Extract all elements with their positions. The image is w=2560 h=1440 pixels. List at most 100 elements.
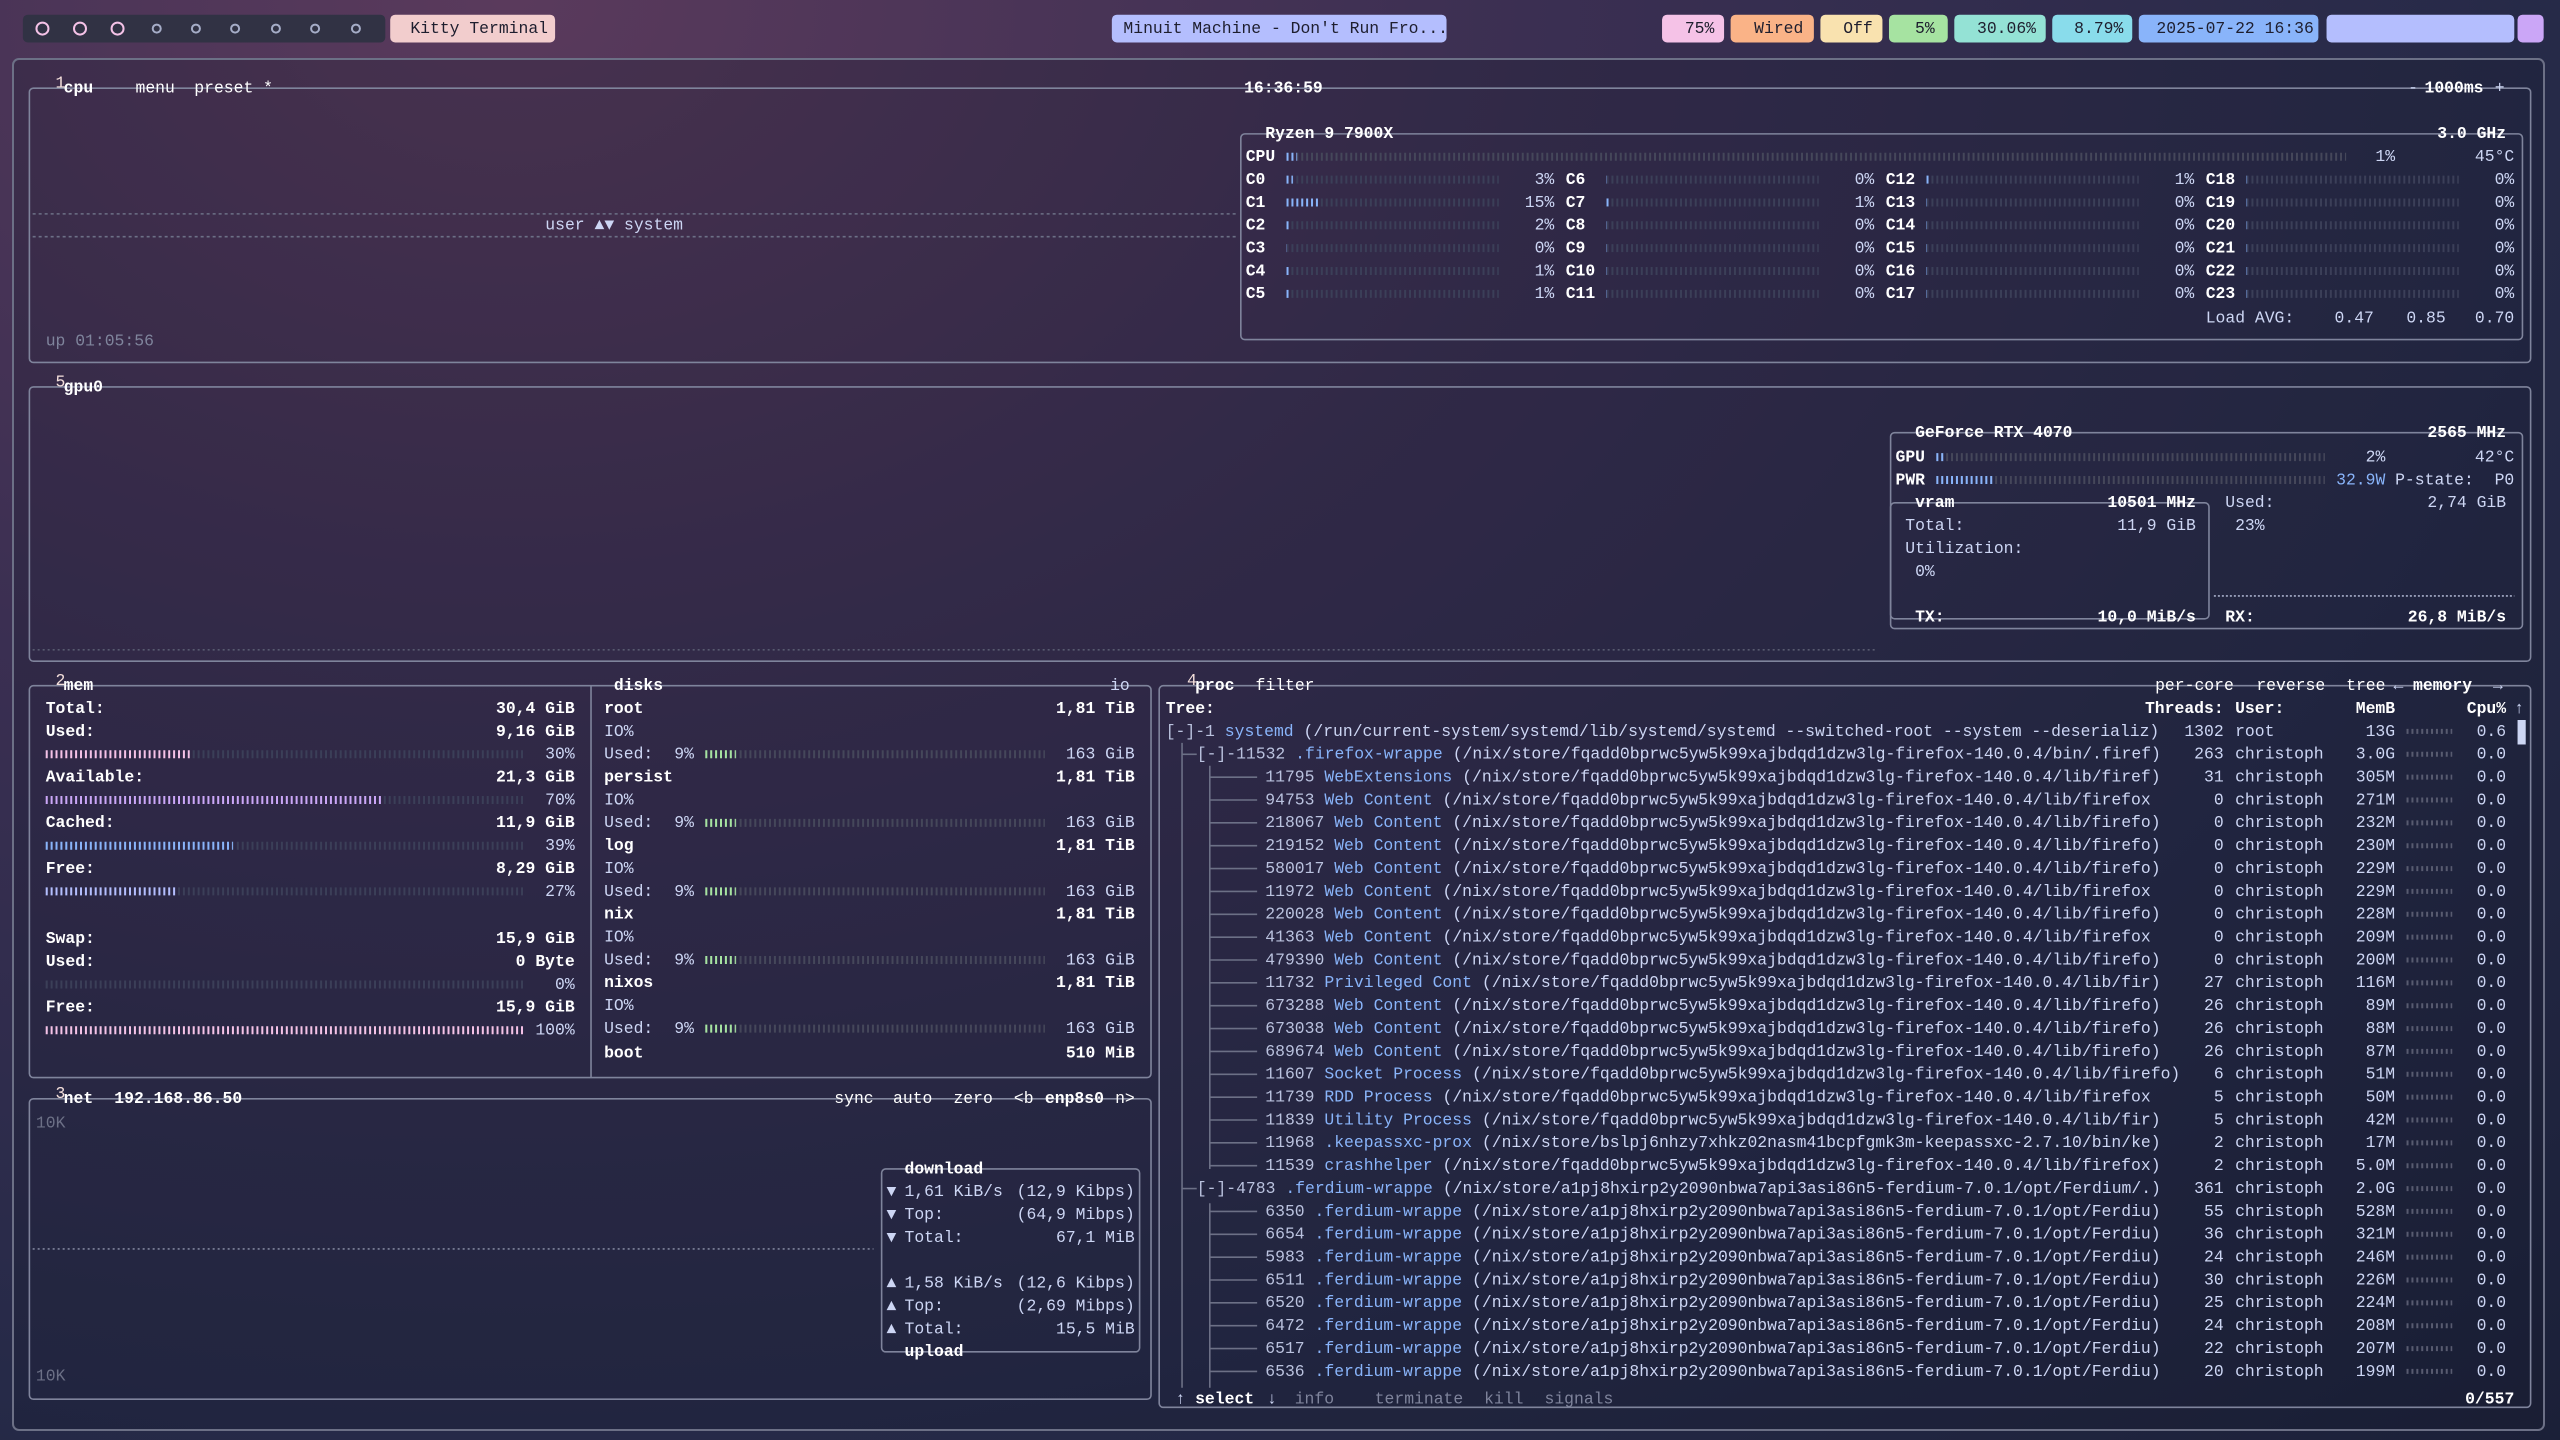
- proc-option[interactable]: reverse: [2256, 676, 2325, 695]
- process-name[interactable]: .ferdium-wrappe: [1315, 1316, 1463, 1335]
- workspace-dot[interactable]: [270, 23, 281, 34]
- process-name[interactable]: Socket Process: [1324, 1065, 1462, 1084]
- workspace-dot[interactable]: [73, 21, 87, 36]
- process-name[interactable]: .ferdium-wrappe: [1315, 1339, 1463, 1358]
- process-name[interactable]: Privileged Cont: [1324, 973, 1472, 992]
- net-button[interactable]: enp8s0: [1045, 1089, 1104, 1108]
- process-name[interactable]: Web Content: [1334, 1019, 1442, 1038]
- topbar-pill[interactable]: [2052, 14, 2133, 43]
- topbar-text[interactable]: 30.06%: [1977, 19, 2036, 38]
- workspace-dot[interactable]: [310, 23, 321, 34]
- kill-button[interactable]: kill: [1484, 1390, 1523, 1409]
- topbar-text[interactable]: Minuit Machine - Don't Run Fro...: [1123, 19, 1448, 38]
- pid[interactable]: [-]-1: [1166, 722, 1215, 741]
- topbar-text[interactable]: Kitty Terminal: [410, 19, 548, 38]
- process-name[interactable]: Web Content: [1334, 905, 1442, 924]
- process-name[interactable]: Web Content: [1334, 996, 1442, 1015]
- net-button[interactable]: auto: [893, 1089, 932, 1108]
- pid[interactable]: 673288: [1265, 996, 1324, 1015]
- topbar-text[interactable]: 2025-07-22 16:36: [2156, 19, 2313, 38]
- select-button[interactable]: select: [1195, 1390, 1254, 1409]
- topbar-pill[interactable]: [1888, 14, 1948, 43]
- pid[interactable]: 479390: [1265, 950, 1324, 969]
- pid[interactable]: 5983: [1265, 1247, 1304, 1266]
- workspace-dot[interactable]: [350, 23, 361, 34]
- process-name[interactable]: Web Content: [1334, 950, 1442, 969]
- process-name[interactable]: Web Content: [1324, 790, 1432, 809]
- process-name[interactable]: .ferdium-wrappe: [1315, 1293, 1463, 1312]
- signals-button[interactable]: signals: [1544, 1390, 1613, 1409]
- preset-button[interactable]: preset *: [194, 78, 273, 97]
- topbar-pill[interactable]: [1662, 14, 1725, 43]
- process-name[interactable]: .ferdium-wrappe: [1315, 1270, 1463, 1289]
- pid[interactable]: 11968: [1265, 1133, 1314, 1152]
- pid[interactable]: 11972: [1265, 882, 1314, 901]
- pid[interactable]: 6517: [1265, 1339, 1304, 1358]
- pid[interactable]: 11732: [1265, 973, 1314, 992]
- pid[interactable]: 218067: [1265, 813, 1324, 832]
- process-name[interactable]: .ferdium-wrappe: [1315, 1362, 1463, 1381]
- process-name[interactable]: Web Content: [1334, 836, 1442, 855]
- pid[interactable]: 689674: [1265, 1042, 1324, 1061]
- info-button[interactable]: info: [1295, 1390, 1334, 1409]
- process-name[interactable]: crashhelper: [1324, 1156, 1432, 1175]
- process-name[interactable]: Web Content: [1324, 927, 1432, 946]
- pid[interactable]: 11795: [1265, 767, 1314, 786]
- process-name[interactable]: systemd: [1225, 722, 1294, 741]
- topbar-text[interactable]: 8.79%: [2074, 19, 2123, 38]
- process-name[interactable]: .ferdium-wrappe: [1315, 1225, 1463, 1244]
- pid[interactable]: 11739: [1265, 1087, 1314, 1106]
- process-name[interactable]: .ferdium-wrappe: [1285, 1179, 1433, 1198]
- process-name[interactable]: WebExtensions: [1324, 767, 1452, 786]
- topbar-text[interactable]: Wired: [1754, 19, 1803, 38]
- pid[interactable]: 219152: [1265, 836, 1324, 855]
- pid[interactable]: 11539: [1265, 1156, 1314, 1175]
- topbar-pill[interactable]: [2138, 14, 2319, 43]
- pid[interactable]: 673038: [1265, 1019, 1324, 1038]
- process-name[interactable]: Web Content: [1334, 813, 1442, 832]
- workspace-dot[interactable]: [110, 21, 125, 36]
- process-name[interactable]: Web Content: [1324, 882, 1432, 901]
- net-button[interactable]: <b: [1014, 1089, 1034, 1108]
- notifications[interactable]: [2517, 14, 2544, 43]
- process-name[interactable]: .ferdium-wrappe: [1315, 1247, 1463, 1266]
- topbar-text[interactable]: 5%: [1915, 19, 1935, 38]
- pid[interactable]: 6536: [1265, 1362, 1304, 1381]
- pid[interactable]: 94753: [1265, 790, 1314, 809]
- workspace-dot[interactable]: [35, 21, 50, 36]
- pid[interactable]: 220028: [1265, 905, 1324, 924]
- topbar-pill[interactable]: [1954, 14, 2046, 43]
- process-name[interactable]: Web Content: [1334, 859, 1442, 878]
- topbar-pill[interactable]: [1730, 14, 1814, 43]
- pid[interactable]: 6511: [1265, 1270, 1305, 1289]
- workspace-dot[interactable]: [230, 23, 241, 34]
- process-name[interactable]: Utility Process: [1324, 1110, 1472, 1129]
- topbar-text[interactable]: 75%: [1685, 19, 1715, 38]
- pid[interactable]: 41363: [1265, 927, 1314, 946]
- pid[interactable]: [-]-4783: [1197, 1179, 1276, 1198]
- pid[interactable]: 11607: [1265, 1065, 1314, 1084]
- scroll-up[interactable]: ↑: [2514, 699, 2524, 718]
- pid[interactable]: 11839: [1265, 1110, 1314, 1129]
- pid[interactable]: 6654: [1265, 1225, 1304, 1244]
- proc-option[interactable]: per-core: [2155, 676, 2234, 695]
- pid[interactable]: 580017: [1265, 859, 1324, 878]
- pid[interactable]: [-]-11532: [1197, 745, 1286, 764]
- menu-button[interactable]: menu: [136, 78, 175, 97]
- interval-dec[interactable]: -: [2408, 78, 2418, 97]
- topbar-text[interactable]: Off: [1843, 19, 1873, 38]
- proc-option[interactable]: tree: [2346, 676, 2385, 695]
- workspace-dot[interactable]: [190, 23, 201, 34]
- topbar-pill[interactable]: [1820, 14, 1883, 43]
- workspace-dot[interactable]: [151, 23, 162, 34]
- process-name[interactable]: Web Content: [1334, 1042, 1442, 1061]
- process-name[interactable]: RDD Process: [1324, 1087, 1432, 1106]
- net-button[interactable]: n>: [1115, 1089, 1135, 1108]
- sort-prev[interactable]: ←: [2393, 676, 2403, 695]
- io-toggle[interactable]: io: [1110, 676, 1130, 695]
- process-name[interactable]: .firefox-wrappe: [1295, 745, 1443, 764]
- filter-button[interactable]: filter: [1256, 676, 1315, 695]
- pid[interactable]: 6520: [1265, 1293, 1304, 1312]
- sort-next[interactable]: →: [2493, 676, 2503, 695]
- pid[interactable]: 6472: [1265, 1316, 1304, 1335]
